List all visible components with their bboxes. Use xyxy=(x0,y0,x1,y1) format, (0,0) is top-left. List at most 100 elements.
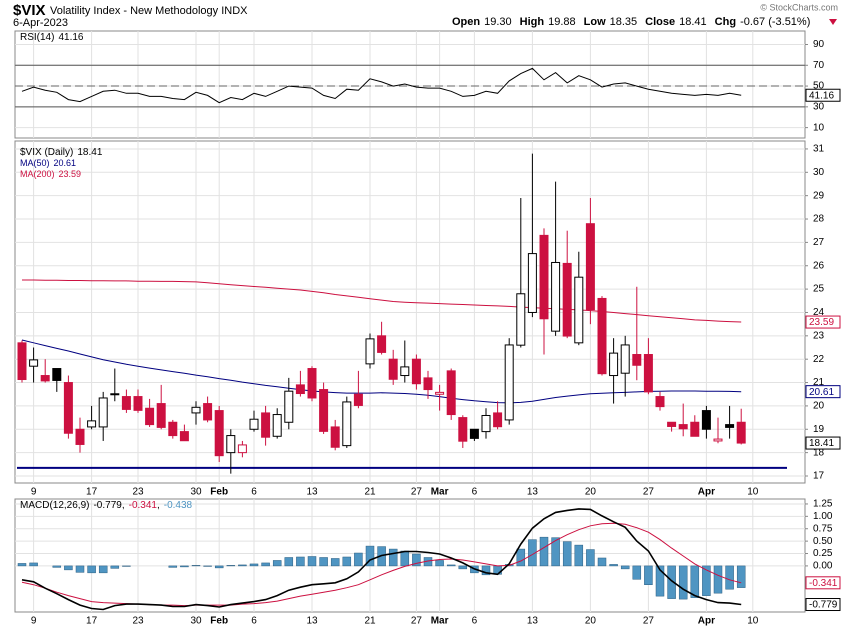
quote-value: 18.35 xyxy=(610,16,638,28)
line xyxy=(21,339,742,404)
legend-value: 41.16 xyxy=(58,32,83,43)
candle-body xyxy=(435,391,445,395)
x-tick-label: 30 xyxy=(190,616,202,627)
candle-body xyxy=(365,338,375,365)
x-tick-label: Mar xyxy=(431,616,449,627)
histogram-bar xyxy=(238,564,247,567)
y-tick-label: 50 xyxy=(813,81,825,92)
x-tick-label: Feb xyxy=(210,616,228,627)
histogram-bar xyxy=(319,557,328,567)
candle-body xyxy=(388,358,398,380)
y-tick-label: 28 xyxy=(813,214,825,225)
y-tick-label: 24 xyxy=(813,307,825,318)
y-tick-label: 70 xyxy=(813,60,825,71)
last-value: -0.341 xyxy=(809,578,838,589)
x-tick-label: 21 xyxy=(364,487,376,498)
quote-label: Chg xyxy=(715,16,736,28)
candle-body xyxy=(411,358,421,385)
last-value-box xyxy=(805,436,841,450)
last-value-box xyxy=(805,598,841,612)
histogram-bar xyxy=(52,565,62,568)
security-name: Volatility Index - New Methodology INDX xyxy=(50,5,248,17)
legend: $VIX (Daily) 18.41 xyxy=(20,147,103,158)
x-tick-label: 30 xyxy=(190,487,202,498)
candle-body xyxy=(133,396,143,411)
histogram-bar xyxy=(516,548,526,567)
candle-body xyxy=(551,261,561,332)
candle-body xyxy=(655,396,665,408)
legend-name: MA(50) xyxy=(20,158,50,168)
candle-body xyxy=(539,234,549,320)
histogram-bar xyxy=(249,563,259,567)
histogram-bar xyxy=(678,565,688,600)
histogram-bar xyxy=(667,565,676,599)
histogram-bar xyxy=(307,556,317,567)
panel-frame xyxy=(14,30,806,139)
x-tick-label: 13 xyxy=(306,487,318,498)
x-tick-label: 23 xyxy=(132,487,144,498)
y-tick-label: 29 xyxy=(813,190,825,201)
legend: MA(200) 23.59 xyxy=(20,169,81,179)
y-tick-label: 25 xyxy=(813,284,825,295)
candle-body xyxy=(330,426,340,448)
quote-label: Close xyxy=(645,16,675,28)
line xyxy=(22,279,742,323)
histogram-bar xyxy=(388,548,398,567)
legend-name: $VIX (Daily) xyxy=(20,147,73,158)
candle-body xyxy=(179,431,189,442)
y-tick-label: 30 xyxy=(813,167,825,178)
last-value: 20.61 xyxy=(809,387,834,398)
date: 6-Apr-2023 xyxy=(13,17,68,29)
histogram-bar xyxy=(597,557,607,567)
candle-body xyxy=(63,382,73,434)
legend-value: -0.779 xyxy=(93,500,122,511)
candle-body xyxy=(319,389,329,432)
last-value-box xyxy=(805,88,841,102)
quote-value: 19.88 xyxy=(548,16,576,28)
histogram-bar xyxy=(620,565,630,570)
y-tick-label: 31 xyxy=(813,144,825,155)
histogram-bar xyxy=(284,557,294,567)
quote-value: 18.41 xyxy=(679,16,707,28)
histogram-bar xyxy=(644,565,653,585)
candle-body xyxy=(400,366,410,377)
candle-body xyxy=(377,335,387,353)
histogram-bar xyxy=(702,565,711,596)
histogram-bar xyxy=(528,539,537,567)
candle-body xyxy=(40,375,50,382)
candle-body xyxy=(110,393,120,396)
y-tick-label: 1.00 xyxy=(813,511,833,522)
quote-value: 19.30 xyxy=(484,16,512,28)
legend-value: 23.59 xyxy=(59,169,82,179)
line xyxy=(21,508,742,611)
quote-label: High xyxy=(520,16,545,28)
histogram-bar xyxy=(330,558,340,567)
legend-value: -0.341 xyxy=(129,500,158,511)
histogram-bar xyxy=(551,537,560,567)
histogram-bar xyxy=(632,565,642,580)
x-tick-label: 23 xyxy=(132,616,144,627)
histogram-bar xyxy=(296,556,305,567)
y-tick-label: 1.25 xyxy=(813,499,833,510)
y-tick-label: 90 xyxy=(813,39,825,50)
y-tick-label: 21 xyxy=(813,377,825,388)
x-tick-label: 20 xyxy=(585,487,597,498)
legend-value: 20.61 xyxy=(54,158,77,168)
candle-body xyxy=(214,410,224,457)
last-value: 41.16 xyxy=(809,90,834,101)
x-tick-label: Mar xyxy=(431,487,449,498)
y-tick-label: 23 xyxy=(813,330,825,341)
histogram-bar xyxy=(609,564,618,567)
x-tick-label: 27 xyxy=(643,487,655,498)
histogram-bar xyxy=(736,565,746,588)
candle-body xyxy=(226,435,236,454)
candle-body xyxy=(168,421,178,437)
legend: MACD(12,26,9) -0.779, -0.341, -0.438 xyxy=(20,500,193,511)
legend-value: 18.41 xyxy=(77,147,102,158)
candle-body xyxy=(516,293,526,346)
candle-body xyxy=(87,420,97,428)
x-tick-label: 20 xyxy=(585,616,597,627)
candle-body xyxy=(736,421,746,444)
